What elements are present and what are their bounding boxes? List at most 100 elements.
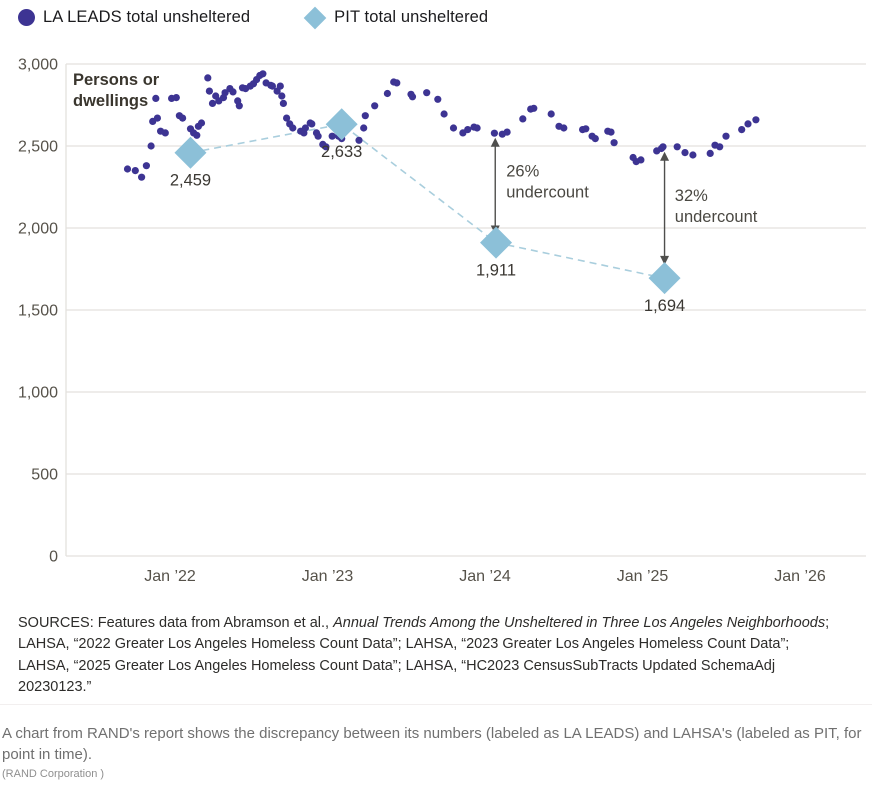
leads-data-point — [153, 114, 161, 122]
leads-data-point — [221, 89, 229, 97]
leads-data-point — [142, 162, 150, 170]
leads-data-point — [752, 116, 760, 124]
pit-diamond-point — [325, 108, 358, 141]
arrow-up-head-icon — [660, 151, 670, 161]
legend-item-la-leads: LA LEADS total unsheltered — [18, 8, 250, 27]
chart-canvas: 0 500 1,000 1,500 2,000 2,500 3,000 Jan ’22 Jan … — [18, 57, 866, 585]
leads-data-point — [706, 149, 714, 157]
leads-data-point — [547, 110, 555, 118]
leads-data-point — [681, 149, 689, 157]
pit-value-label: 2,633 — [321, 143, 362, 161]
leads-data-point — [722, 132, 730, 140]
y-tick-label: 500 — [31, 467, 58, 484]
y-tick-label: 1,500 — [18, 303, 58, 320]
pit-diamond-point — [648, 262, 681, 295]
y-tick-label: 1,000 — [18, 385, 58, 402]
x-tick-label: Jan ’26 — [774, 568, 826, 585]
leads-data-point — [503, 128, 511, 136]
pit-value-label: 1,911 — [476, 262, 516, 280]
legend-item-pit: PIT total unsheltered — [303, 6, 489, 29]
pit-value-label: 2,459 — [170, 172, 211, 190]
leads-data-point — [152, 94, 160, 102]
plot-unit-label: dwellings — [73, 92, 148, 110]
leads-data-point — [131, 167, 139, 175]
pit-diamond-point — [480, 226, 513, 259]
x-tick-label: Jan ’22 — [144, 568, 196, 585]
x-tick-label: Jan ’23 — [302, 568, 354, 585]
leads-data-point — [689, 151, 697, 159]
leads-data-point — [591, 135, 599, 143]
leads-data-point — [449, 124, 458, 132]
sources-prefix: SOURCES: Features data from Abramson et … — [18, 614, 334, 631]
leads-data-point — [393, 79, 401, 87]
circle-marker-icon — [18, 9, 35, 26]
y-tick-label: 3,000 — [18, 57, 58, 74]
leads-data-point — [371, 102, 379, 110]
x-tick-label: Jan ’25 — [617, 568, 669, 585]
leads-data-point — [283, 114, 291, 122]
leads-data-point — [179, 114, 187, 122]
leads-data-point — [197, 119, 206, 127]
pit-diamond-point — [174, 136, 207, 169]
leads-data-point — [582, 125, 590, 133]
leads-data-point — [268, 82, 276, 90]
y-tick-label: 2,500 — [18, 139, 58, 156]
leads-data-point — [473, 124, 481, 132]
y-tick-label: 0 — [49, 549, 58, 566]
leads-data-point — [147, 142, 155, 150]
y-tick-label: 2,000 — [18, 221, 58, 238]
leads-data-point — [172, 94, 180, 102]
plot-unit-label: Persons or — [73, 71, 160, 89]
leads-data-point — [328, 132, 336, 140]
leads-data-point — [205, 87, 213, 95]
leads-data-point — [259, 70, 267, 78]
leads-data-point — [434, 95, 442, 103]
leads-data-point — [235, 102, 243, 110]
pit-value-label: 1,694 — [644, 297, 685, 315]
leads-data-point — [716, 143, 724, 151]
pit-dashed-line — [190, 123, 665, 279]
leads-data-point — [530, 104, 538, 112]
leads-data-point — [278, 92, 286, 100]
leads-data-point — [279, 99, 287, 107]
section-divider — [0, 704, 872, 705]
leads-data-point — [193, 131, 201, 139]
leads-data-point — [204, 74, 212, 82]
x-tick-label: Jan ’24 — [459, 568, 511, 585]
leads-data-point — [744, 120, 752, 128]
leads-data-point — [229, 88, 237, 96]
leads-data-point — [308, 120, 316, 128]
leads-data-point — [637, 156, 645, 164]
leads-data-point — [560, 124, 568, 132]
credit-attribution: (RAND Corporation ) — [2, 768, 105, 780]
leads-data-point — [208, 99, 217, 107]
undercount-label: 32% — [675, 187, 708, 205]
leads-data-point — [361, 112, 369, 120]
undercount-label: undercount — [506, 184, 589, 202]
leads-data-point — [138, 173, 146, 181]
leads-data-point — [673, 143, 681, 151]
leads-data-point — [314, 132, 322, 140]
arrow-down-head-icon — [660, 255, 670, 265]
leads-data-point — [276, 82, 284, 90]
leads-data-point — [607, 128, 615, 136]
leads-data-point — [360, 124, 368, 132]
leads-data-point — [123, 165, 132, 173]
leads-data-point — [383, 89, 391, 98]
leads-data-point — [322, 143, 330, 151]
leads-data-point — [355, 136, 363, 144]
legend-label: PIT total unsheltered — [334, 8, 489, 26]
leads-data-point — [490, 129, 498, 137]
sources-note: SOURCES: Features data from Abramson et … — [18, 613, 842, 699]
leads-data-point — [659, 143, 667, 151]
sources-italic-title: Annual Trends Among the Unsheltered in T… — [333, 614, 826, 631]
figure-caption: A chart from RAND's report shows the dis… — [2, 725, 862, 763]
leads-data-point — [738, 126, 746, 134]
legend-label: LA LEADS total unsheltered — [43, 8, 251, 26]
leads-data-point — [289, 124, 297, 132]
leads-data-point — [519, 115, 527, 123]
undercount-label: undercount — [675, 208, 758, 226]
leads-data-point — [301, 124, 309, 132]
leads-data-point — [408, 93, 417, 101]
